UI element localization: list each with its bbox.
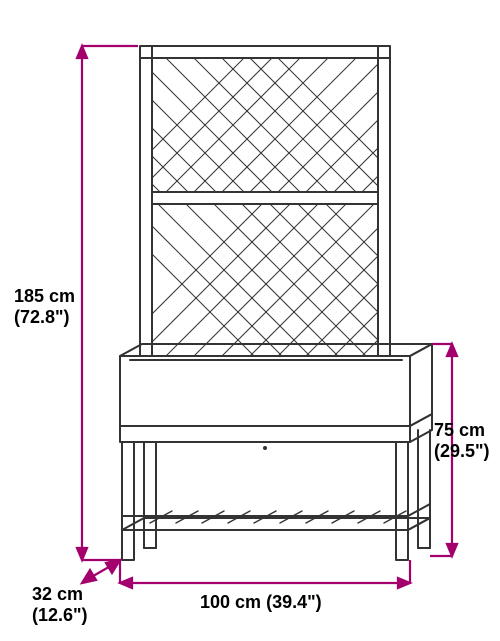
label-total-height-cm: 185 cm [14, 286, 75, 306]
label-width-in: (39.4") [266, 592, 322, 612]
dim-arrow [77, 548, 87, 560]
dim-arrow [447, 544, 457, 556]
dim-arrow [106, 560, 120, 573]
label-total-height-in: (72.8") [14, 307, 70, 327]
dim-arrow [77, 46, 87, 58]
dim-arrow [82, 570, 96, 583]
diagram-stage: 185 cm (72.8") 75 cm (29.5") 100 cm (39.… [0, 0, 500, 641]
dim-arrow [447, 344, 457, 356]
label-total-height: 185 cm (72.8") [14, 286, 75, 327]
product-outline [26, 2, 500, 560]
label-box-height-in: (29.5") [434, 441, 490, 461]
label-box-height-cm: 75 cm [434, 420, 485, 440]
label-box-height: 75 cm (29.5") [434, 420, 490, 461]
label-width: 100 cm (39.4") [200, 592, 322, 613]
label-width-cm: 100 cm [200, 592, 261, 612]
dim-arrow [398, 578, 410, 588]
label-depth: 32 cm (12.6") [32, 584, 88, 625]
label-depth-in: (12.6") [32, 605, 88, 625]
dim-arrow [120, 578, 132, 588]
label-depth-cm: 32 cm [32, 584, 83, 604]
